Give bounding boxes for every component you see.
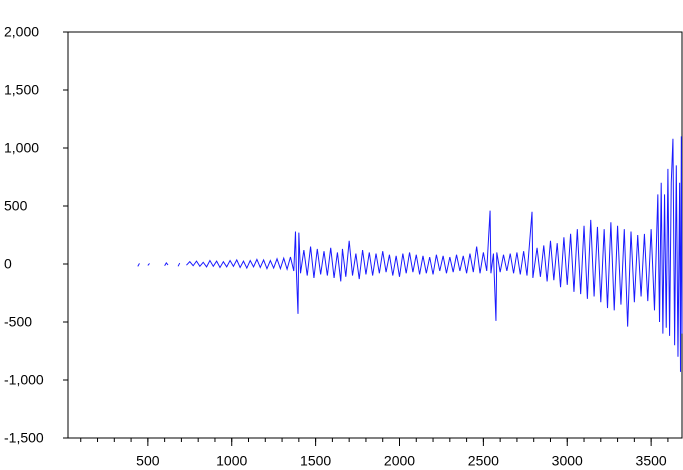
x-tick-label: 2000 [384,453,415,469]
y-tick-label: 0 [4,256,12,272]
x-tick-label: 1000 [216,453,247,469]
y-tick-label: 1,000 [4,140,39,156]
y-tick-label: -500 [4,314,32,330]
x-tick-label: 2500 [468,453,499,469]
y-tick-label: 500 [4,198,28,214]
y-tick-label: -1,000 [4,372,44,388]
y-tick-label: 2,000 [4,24,39,40]
x-tick-label: 500 [136,453,160,469]
y-tick-label: -1,500 [4,430,44,446]
series-line [137,136,683,372]
x-tick-label: 3500 [636,453,667,469]
x-tick-label: 1500 [300,453,331,469]
x-tick-label: 3000 [552,453,583,469]
y-tick-label: 1,500 [4,82,39,98]
